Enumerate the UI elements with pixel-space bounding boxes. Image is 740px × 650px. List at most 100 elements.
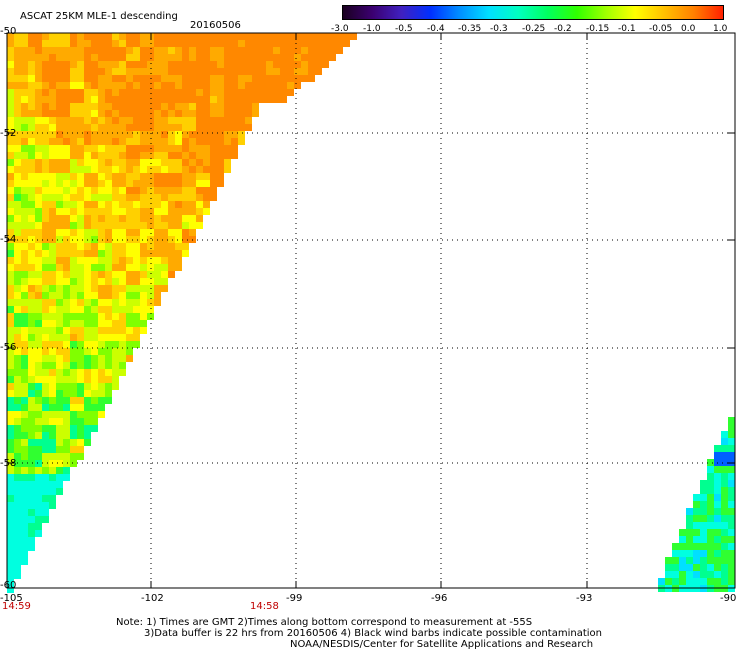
swath-cell (21, 299, 28, 306)
swath-cell (721, 445, 728, 452)
swath-cell (266, 33, 273, 40)
swath-cell (14, 166, 21, 173)
swath-cell (28, 320, 35, 327)
swath-cell (259, 33, 266, 40)
swath-cell (147, 54, 154, 61)
swath-cell (217, 96, 224, 103)
swath-cell (77, 418, 84, 425)
swath-cell (42, 180, 49, 187)
swath-cell (154, 54, 161, 61)
swath-cell (126, 257, 133, 264)
swath-cell (49, 152, 56, 159)
swath-cell (42, 320, 49, 327)
swath-cell (147, 194, 154, 201)
swath-cell (182, 54, 189, 61)
swath-cell (189, 166, 196, 173)
swath-cell (21, 502, 28, 509)
swath-cell (49, 54, 56, 61)
swath-cell (77, 355, 84, 362)
swath-cell (77, 369, 84, 376)
swath-cell (175, 194, 182, 201)
swath-cell (56, 194, 63, 201)
swath-cell (91, 152, 98, 159)
swath-cell (56, 61, 63, 68)
swath-cell (98, 397, 105, 404)
swath-cell (56, 264, 63, 271)
swath-cell (70, 68, 77, 75)
swath-cell (35, 369, 42, 376)
swath-cell (259, 89, 266, 96)
swath-cell (140, 264, 147, 271)
swath-cell (112, 33, 119, 40)
swath-cell (224, 110, 231, 117)
swath-cell (91, 397, 98, 404)
swath-cell (42, 201, 49, 208)
note-line-3: NOAA/NESDIS/Center for Satellite Applica… (290, 639, 594, 650)
swath-cell (105, 152, 112, 159)
swath-cell (91, 383, 98, 390)
swath-cell (7, 327, 14, 334)
swath-cell (175, 40, 182, 47)
swath-cell (105, 194, 112, 201)
swath-cell (175, 180, 182, 187)
swath-cell (686, 515, 693, 522)
swath-cell (91, 173, 98, 180)
swath-cell (168, 103, 175, 110)
swath-cell (196, 159, 203, 166)
swath-cell (721, 494, 728, 501)
swath-cell (105, 68, 112, 75)
swath-cell (707, 487, 714, 494)
swath-cell (686, 578, 693, 585)
swath-cell (56, 243, 63, 250)
swath-cell (161, 47, 168, 54)
swath-cell (105, 82, 112, 89)
swath-cell (98, 131, 105, 138)
swath-cell (21, 530, 28, 537)
swath-cell (126, 278, 133, 285)
swath-cell (63, 257, 70, 264)
swath-cell (77, 54, 84, 61)
swath-cell (700, 494, 707, 501)
swath-cell (182, 208, 189, 215)
swath-cell (91, 271, 98, 278)
swath-cell (7, 572, 14, 579)
swath-cell (252, 33, 259, 40)
swath-cell (70, 131, 77, 138)
swath-cell (35, 439, 42, 446)
swath-cell (91, 278, 98, 285)
swath-cell (70, 313, 77, 320)
swath-cell (210, 117, 217, 124)
swath-cell (21, 390, 28, 397)
swath-cell (112, 47, 119, 54)
swath-cell (287, 68, 294, 75)
swath-cell (119, 61, 126, 68)
swath-cell (105, 257, 112, 264)
swath-cell (301, 68, 308, 75)
swath-cell (154, 152, 161, 159)
swath-cell (98, 411, 105, 418)
swath-cell (147, 299, 154, 306)
swath-cell (721, 522, 728, 529)
swath-cell (112, 341, 119, 348)
swath-cell (63, 54, 70, 61)
swath-cell (28, 173, 35, 180)
swath-cell (210, 159, 217, 166)
swath-cell (21, 439, 28, 446)
swath-cell (133, 320, 140, 327)
swath-cell (42, 460, 49, 467)
swath-cell (98, 334, 105, 341)
swath-cell (49, 334, 56, 341)
swath-cell (98, 187, 105, 194)
swath-cell (105, 236, 112, 243)
swath-cell (280, 89, 287, 96)
swath-cell (21, 418, 28, 425)
swath-cell (49, 131, 56, 138)
swath-cell (56, 418, 63, 425)
swath-cell (154, 243, 161, 250)
swath-cell (49, 467, 56, 474)
swath-cell (28, 145, 35, 152)
swath-cell (42, 47, 49, 54)
swath-cell (28, 509, 35, 516)
swath-cell (182, 124, 189, 131)
swath-cell (140, 208, 147, 215)
